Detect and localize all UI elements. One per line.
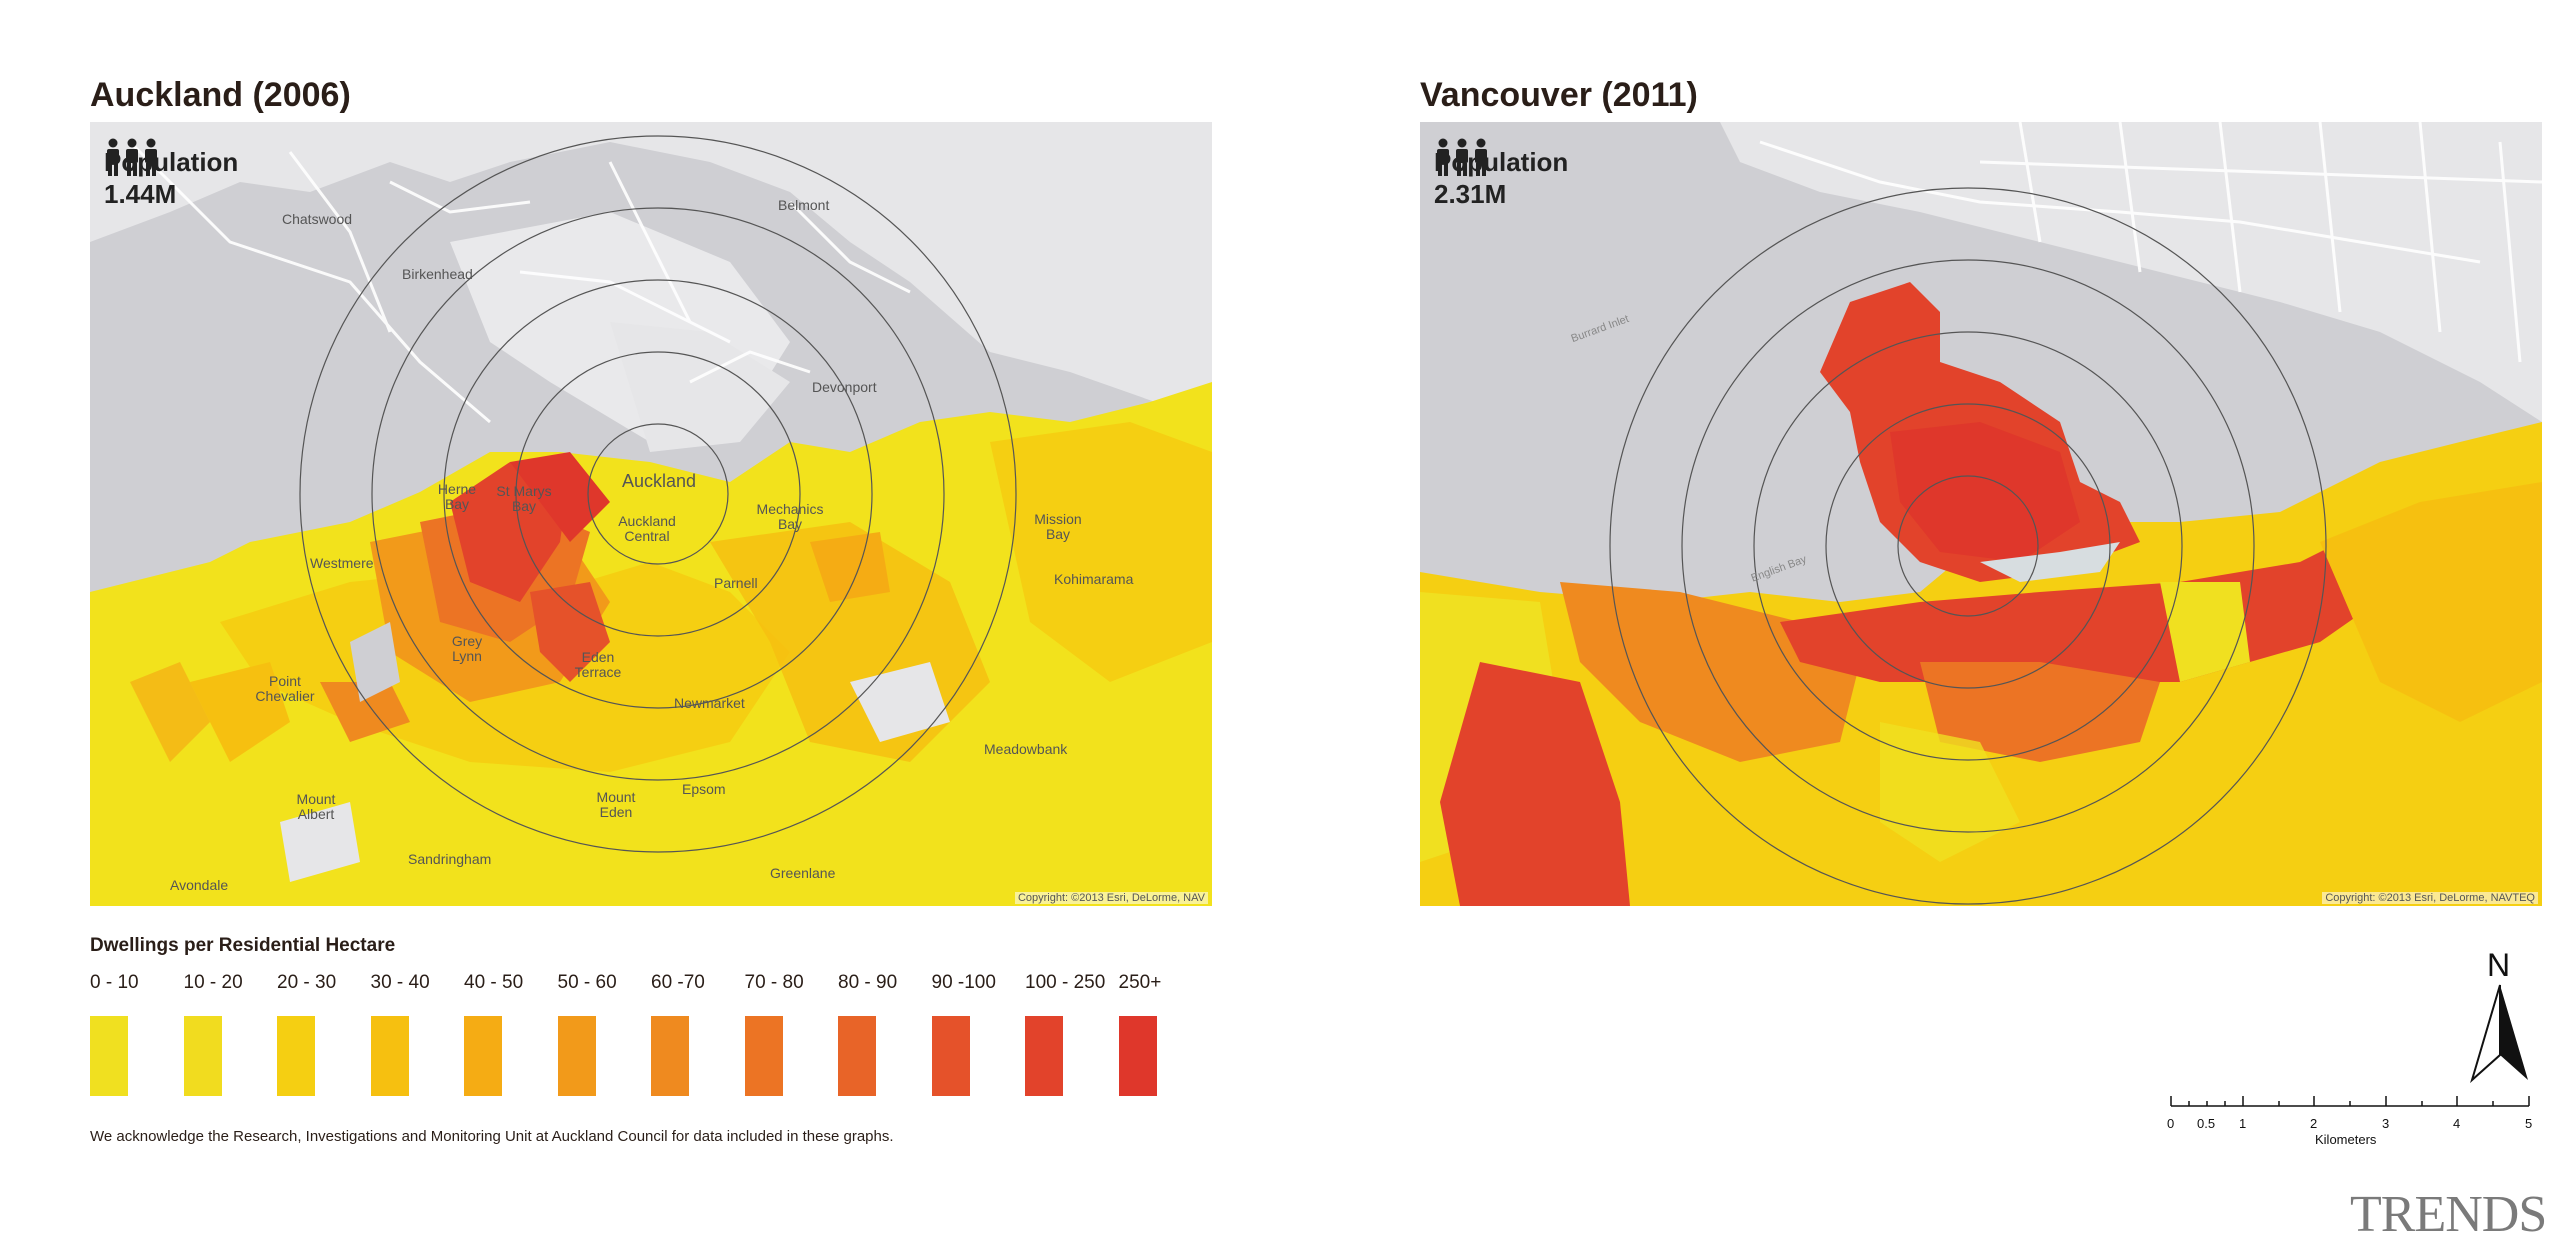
legend-item: 250+ <box>1118 972 1199 1096</box>
legend-title: Dwellings per Residential Hectare <box>90 935 396 956</box>
scale-tick-label: 1 <box>2239 1116 2247 1131</box>
legend-item: 100 - 250 <box>1025 972 1106 1096</box>
legend-item-label: 90 -100 <box>931 972 996 993</box>
map-copyright: Copyright: ©2013 Esri, DeLorme, NAVTEQ <box>2322 892 2538 904</box>
north-arrow-icon <box>2470 984 2528 1084</box>
brand-logo: TRENDS <box>2350 1186 2547 1243</box>
scale-tick-label: 4 <box>2453 1116 2461 1131</box>
legend-swatch <box>557 1016 596 1096</box>
legend-item: 20 - 30 <box>277 972 357 1096</box>
place-label: Chatswood <box>282 211 353 227</box>
legend-item-label: 60 -70 <box>651 972 705 993</box>
place-label: Mission Bay <box>1034 511 1082 542</box>
legend-item: 0 - 10 <box>90 972 170 1096</box>
auckland-map-title: Auckland (2006) <box>90 76 351 114</box>
scale-unit-label: Kilometers <box>2315 1132 2377 1147</box>
place-label: Westmere <box>310 555 374 571</box>
scale-tick-label: 0 <box>2167 1116 2175 1131</box>
vancouver-map[interactable]: Population 2.31M Burrard Inlet English B… <box>1420 122 2542 906</box>
legend-swatch <box>838 1016 876 1096</box>
place-label: Mount Albert <box>296 791 336 822</box>
legend-item-label: 100 - 250 <box>1025 972 1106 993</box>
place-label: Parnell <box>714 575 758 591</box>
scale-tick-label: 3 <box>2382 1116 2390 1131</box>
place-label: Belmont <box>778 197 830 213</box>
vancouver-population-box: Population 2.31M <box>1434 138 1568 210</box>
place-label: Devonport <box>812 379 877 395</box>
legend-item: 10 - 20 <box>183 972 264 1096</box>
place-label: Sandringham <box>408 851 492 867</box>
legend-item-label: 30 - 40 <box>370 972 430 993</box>
place-label: Mechanics Bay <box>756 501 824 532</box>
place-label: Auckland <box>622 471 697 491</box>
place-label: Herne Bay <box>437 481 477 512</box>
auckland-map-graphic <box>90 122 1212 906</box>
legend-swatch <box>931 1016 970 1096</box>
place-label: St Marys Bay <box>496 483 552 514</box>
scale-tick-label: 5 <box>2525 1116 2533 1131</box>
legend-item-label: 80 - 90 <box>838 972 898 993</box>
legend-item: 60 -70 <box>651 972 731 1096</box>
legend-swatch <box>651 1016 689 1096</box>
legend-item: 40 - 50 <box>464 972 544 1096</box>
legend-item: 70 - 80 <box>744 972 825 1096</box>
place-label: Greenlane <box>770 865 836 881</box>
legend-item-label: 50 - 60 <box>557 972 617 993</box>
place-label: Epsom <box>682 781 726 797</box>
place-label: Kohimarama <box>1054 571 1134 587</box>
population-value: 2.31M <box>1434 179 1507 209</box>
legend-swatch <box>744 1016 783 1096</box>
scale-tick-label: 0.5 <box>2197 1116 2216 1131</box>
place-label: Eden Terrace <box>574 649 622 680</box>
vancouver-map-title: Vancouver (2011) <box>1420 76 1698 114</box>
legend-swatch <box>1025 1016 1063 1096</box>
legend-item-label: 40 - 50 <box>464 972 524 993</box>
auckland-map[interactable]: Population 1.44M Chatswood Birkenhead Be… <box>90 122 1212 906</box>
legend-swatch <box>1118 1016 1157 1096</box>
map-copyright: Copyright: ©2013 Esri, DeLorme, NAV <box>1014 892 1208 904</box>
place-label: Grey Lynn <box>451 633 483 664</box>
north-label: N <box>2487 947 2511 983</box>
vancouver-map-graphic <box>1420 122 2542 906</box>
legend-swatch <box>370 1016 409 1096</box>
place-label: Point Chevalier <box>255 673 315 704</box>
legend-item: 80 - 90 <box>838 972 918 1096</box>
legend-item: 50 - 60 <box>557 972 638 1096</box>
legend-item-label: 250+ <box>1118 972 1162 993</box>
place-label: Auckland Central <box>618 513 676 544</box>
legend-item-label: 70 - 80 <box>744 972 804 993</box>
scale-tick-label: 2 <box>2310 1116 2318 1131</box>
acknowledgement-text: We acknowledge the Research, Investigati… <box>90 1128 894 1145</box>
legend-swatch <box>183 1016 222 1096</box>
legend-item-label: 20 - 30 <box>277 972 337 993</box>
scale-bar: 0 0.5 1 2 3 4 5 <box>2160 1090 2540 1150</box>
legend-swatch <box>90 1016 128 1096</box>
place-label: Avondale <box>170 877 229 893</box>
legend-swatch <box>464 1016 502 1096</box>
place-label: Meadowbank <box>984 741 1068 757</box>
population-value: 1.44M <box>104 179 177 209</box>
place-label: Newmarket <box>674 695 745 711</box>
legend-item-label: 0 - 10 <box>90 972 139 993</box>
legend-item-label: 10 - 20 <box>183 972 243 993</box>
legend-item: 90 -100 <box>931 972 1012 1096</box>
place-label: Mount Eden <box>596 789 636 820</box>
legend-item: 30 - 40 <box>370 972 451 1096</box>
legend-swatch <box>277 1016 315 1096</box>
auckland-population-box: Population 1.44M <box>104 138 238 210</box>
place-label: Birkenhead <box>402 266 473 282</box>
